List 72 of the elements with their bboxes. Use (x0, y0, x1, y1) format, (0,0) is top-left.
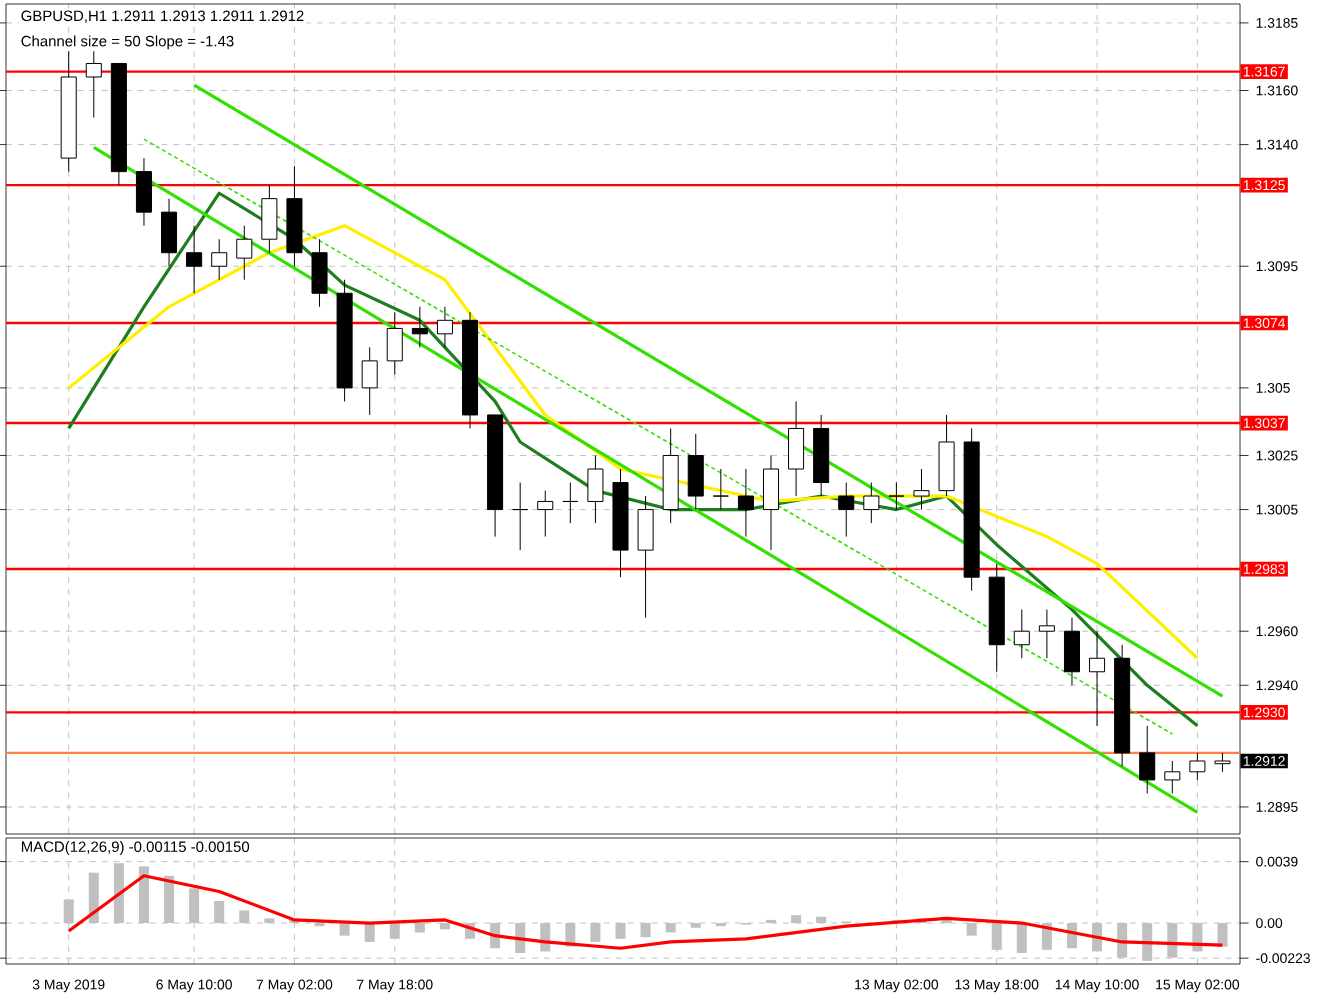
bar (239, 910, 250, 924)
candlestick (888, 482, 905, 511)
bar (1016, 923, 1027, 953)
candlestick (236, 225, 253, 281)
candlestick (386, 311, 403, 375)
bar (439, 923, 450, 930)
candlestick (311, 238, 328, 308)
line-series (67, 874, 1225, 950)
line-series (67, 191, 1199, 728)
bar (966, 923, 977, 936)
candlestick (211, 238, 228, 281)
candlestick (1089, 630, 1106, 727)
candlestick (963, 427, 980, 592)
bar (264, 918, 275, 924)
candlestick (361, 346, 378, 416)
candlestick (436, 306, 453, 348)
bar (991, 923, 1002, 950)
candlestick (587, 454, 604, 524)
candlestick (1214, 752, 1231, 773)
candlestick (737, 468, 754, 538)
candlestick (762, 454, 780, 551)
candlestick (813, 414, 830, 497)
bar (1142, 923, 1153, 961)
candlestick (1063, 617, 1080, 686)
bar (590, 923, 601, 942)
candlestick (537, 490, 554, 538)
candlestick (712, 468, 729, 511)
bar (113, 863, 124, 924)
candlestick (988, 563, 1005, 673)
candlestick (1038, 609, 1055, 659)
bar (88, 872, 99, 924)
bar (665, 923, 676, 933)
candlestick (788, 400, 805, 497)
bar (364, 923, 375, 942)
candlestick (687, 433, 704, 511)
candlestick (1189, 752, 1206, 781)
candlestick (838, 482, 855, 538)
candlestick (1139, 725, 1156, 794)
bar (189, 888, 200, 924)
bar (640, 923, 651, 938)
candlestick (461, 311, 479, 429)
bar (339, 923, 350, 936)
candlestick (612, 468, 629, 578)
candlestick (913, 468, 930, 511)
candlestick (161, 198, 178, 267)
bar (138, 866, 149, 924)
candlestick (562, 482, 579, 524)
bar (1167, 923, 1178, 958)
candlestick (411, 306, 428, 348)
candlestick (637, 495, 654, 619)
bar (214, 901, 225, 924)
candlestick (286, 165, 303, 267)
bar (816, 916, 827, 924)
bar (63, 899, 74, 924)
candlestick (1013, 609, 1030, 659)
bar (615, 923, 626, 939)
candlestick (135, 157, 152, 227)
bar (1217, 923, 1228, 947)
candlestick (938, 414, 955, 497)
candlestick (512, 482, 529, 551)
bar (164, 875, 175, 924)
bar (389, 923, 400, 939)
candlestick (261, 184, 278, 254)
candlestick (336, 279, 353, 402)
candlestick (1164, 760, 1181, 794)
candlestick (863, 482, 880, 524)
line-series (67, 224, 1199, 660)
candlestick (1114, 644, 1131, 767)
candlestick (186, 225, 203, 294)
bar (414, 923, 425, 933)
candlestick (662, 427, 679, 524)
bar (791, 915, 802, 924)
